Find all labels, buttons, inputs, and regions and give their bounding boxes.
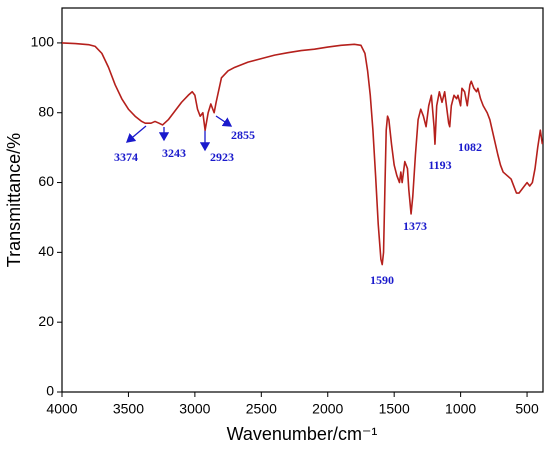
- arrow: [126, 125, 147, 143]
- plot-frame: [61, 7, 544, 393]
- y-tick-label: 0: [46, 383, 54, 399]
- peak-label: 2923: [210, 150, 234, 164]
- x-tick-label: 1000: [445, 401, 476, 417]
- x-tick-label: 4000: [46, 401, 77, 417]
- peak-label: 1082: [458, 140, 482, 154]
- y-tick-label: 20: [38, 313, 54, 329]
- peak-label: 1373: [403, 219, 427, 233]
- peak-label: 1590: [370, 273, 394, 287]
- x-axis-title: Wavenumber/cm⁻¹: [227, 424, 378, 444]
- y-tick-label: 100: [31, 34, 55, 50]
- x-tick-label: 3000: [179, 401, 210, 417]
- peak-label: 2855: [231, 128, 255, 142]
- x-tick-label: 1500: [379, 401, 410, 417]
- y-tick-label: 60: [38, 173, 54, 189]
- x-tick-label: 3500: [113, 401, 144, 417]
- peak-label: 1193: [428, 158, 451, 172]
- arrow: [215, 115, 233, 127]
- peak-label: 3374: [114, 150, 138, 164]
- y-tick-label: 40: [38, 243, 54, 259]
- spectrum-line: [61, 42, 544, 266]
- y-axis-title: Transmittance/%: [4, 133, 24, 267]
- peak-label: 3243: [162, 146, 186, 160]
- y-tick-label: 80: [38, 103, 54, 119]
- x-tick-label: 2000: [312, 401, 343, 417]
- x-tick-label: 2500: [246, 401, 277, 417]
- arrows: [126, 115, 233, 152]
- x-tick-label: 500: [515, 401, 539, 417]
